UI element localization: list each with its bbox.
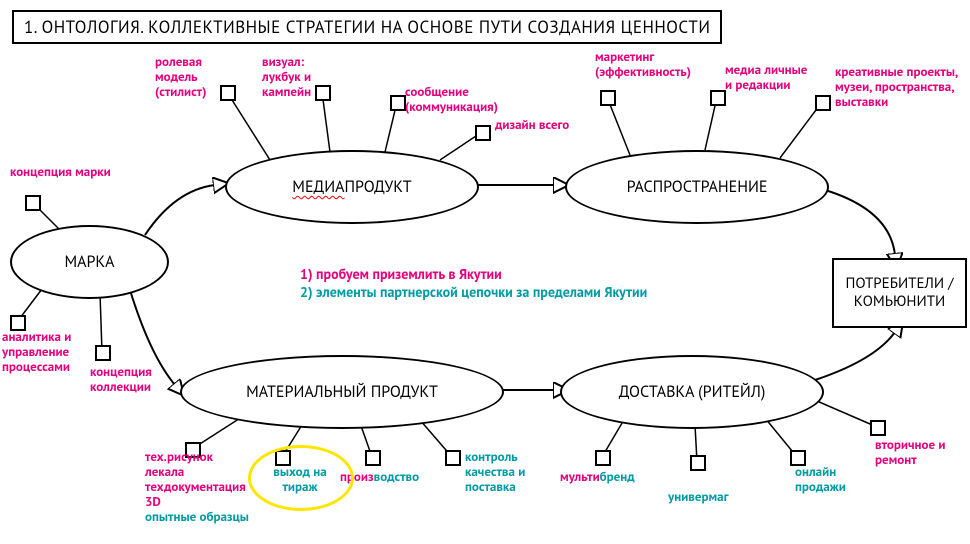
note-1: 2) элементы партнерской цепочки за преде… [300,283,647,301]
edge-brand-media [145,185,215,235]
node-consumers: ПОТРЕБИТЕЛИ / КОМЬЮНИТИ [832,258,967,328]
leaf-box-media_pers [710,90,726,106]
leaf-label-multibrand: мультибренд [560,470,680,485]
leaf-label-visual: визуал: лукбук и кампейн [262,55,342,100]
node-media: МЕДИА ПРОДУКТ [225,150,479,224]
leaf-label-secondary: вторичное и ремонт [875,438,970,468]
node-material: МАТЕРИАЛЬНЫЙ ПРОДУКТ [180,355,504,429]
leaf-box-univermag [690,455,706,471]
highlight-circle [248,445,354,511]
leaf-label-design_all: дизайн всего [495,118,605,133]
leaf-box-secondary [870,420,886,436]
note-0: 1) пробуем приземлить в Якутии [300,265,502,283]
leaf-box-creative [815,95,831,111]
leaf-label-univermag: универмаг [668,490,768,505]
leaf-box-collection [95,345,111,361]
node-brand: МАРКА [10,225,169,299]
leaf-box-design_all [475,125,491,141]
edge-delivery-consumers [815,332,895,380]
leaf-label-message: сообщение (коммуникация) [405,85,535,115]
node-dist: РАСПРОСТРАНЕНИЕ [565,150,829,224]
leaf-line-visual [322,92,330,152]
leaf-box-message [390,95,406,111]
leaf-label-online: онлайн продажи [795,465,875,495]
leaf-box-concept_brand [25,195,41,211]
leaf-box-marketing [600,90,616,106]
leaf-label-media_pers: медиа личные и редакции [725,63,815,93]
leaf-label-creative: креативные проекты, музеи, пространства,… [835,65,965,110]
leaf-label-concept_brand: концепция марки [10,165,150,180]
node-delivery: ДОСТАВКА (РИТЕЙЛ) [560,355,824,429]
diagram-title: 1. ОНТОЛОГИЯ. КОЛЛЕКТИВНЫЕ СТРАТЕГИИ НА … [12,10,722,44]
leaf-box-quality [445,450,461,466]
leaf-label-collection: концепция коллекции [90,365,200,395]
leaf-label-marketing: маркетинг (эффективность) [595,50,725,80]
leaf-label-production: производство [340,470,460,485]
leaf-box-multibrand [595,450,611,466]
leaf-label-role_model: ролевая модель (стилист) [155,55,235,100]
leaf-box-production [365,450,381,466]
leaf-line-role_model [227,92,270,160]
leaf-label-quality: контроль качества и поставка [465,450,565,495]
edge-dist-consumers [825,190,895,255]
diagram-canvas: 1. ОНТОЛОГИЯ. КОЛЛЕКТИВНЫЕ СТРАТЕГИИ НА … [0,0,970,544]
leaf-line-secondary [810,398,877,427]
